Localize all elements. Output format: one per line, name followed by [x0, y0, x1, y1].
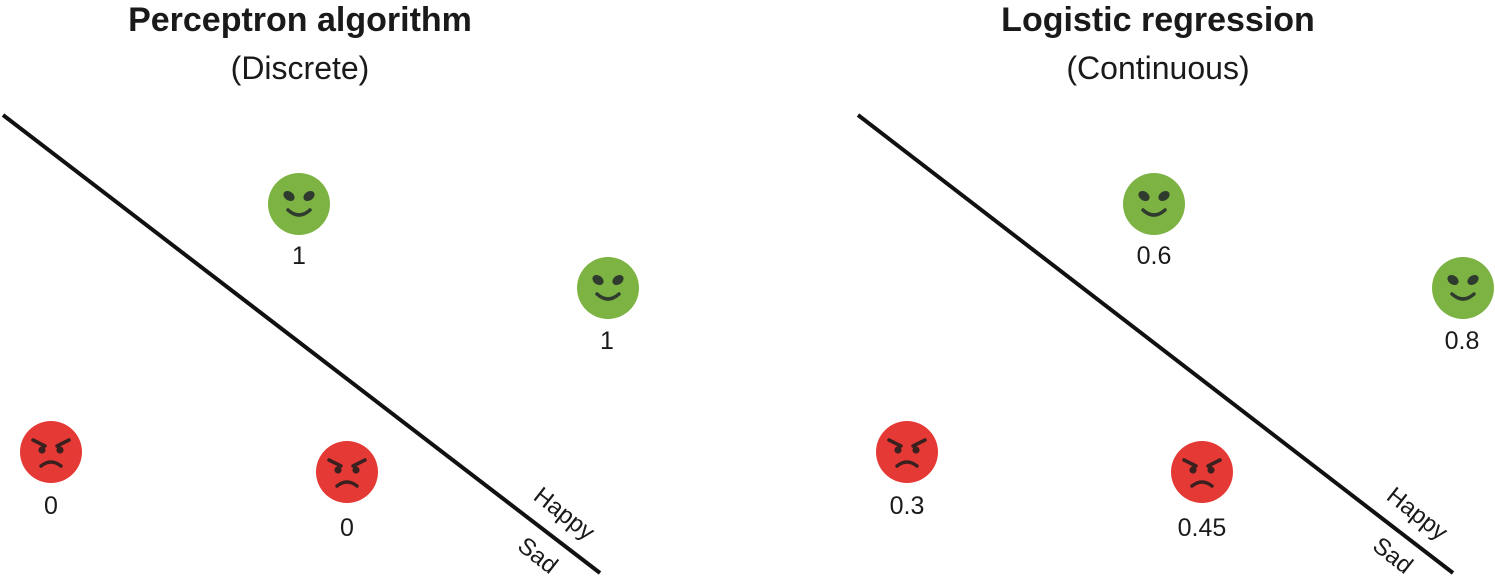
decision-boundary-line: [856, 113, 1455, 575]
panel-title: Logistic regression: [1001, 1, 1315, 39]
point-value: 0: [340, 514, 354, 542]
point-value: 1: [292, 242, 306, 270]
angry-face-icon: [19, 420, 83, 484]
alien-smile-icon: [1431, 256, 1495, 320]
panel-subtitle: (Discrete): [230, 50, 370, 86]
logistic-panel: Logistic regression (Continuous) 0.6 0.8…: [748, 0, 1495, 586]
point-value: 0.8: [1444, 327, 1480, 355]
alien-smile-icon: [576, 256, 640, 320]
point-value: 0.6: [1136, 242, 1172, 270]
decision-boundary-line: [1, 113, 602, 575]
point-value: 0.3: [889, 492, 925, 520]
perceptron-panel: Perceptron algorithm (Discrete) 1 1 0 0 …: [1, 1, 748, 580]
alien-smile-icon: [1122, 172, 1186, 236]
panel-title: Perceptron algorithm: [128, 1, 472, 39]
point-value: 0: [44, 492, 58, 520]
alien-smile-icon: [267, 172, 331, 236]
point-value: 1: [600, 327, 614, 355]
panel-subtitle: (Continuous): [1066, 50, 1250, 86]
angry-face-icon: [1170, 440, 1234, 504]
angry-face-icon: [315, 440, 379, 504]
point-value: 0.45: [1177, 514, 1227, 542]
angry-face-icon: [875, 420, 939, 484]
